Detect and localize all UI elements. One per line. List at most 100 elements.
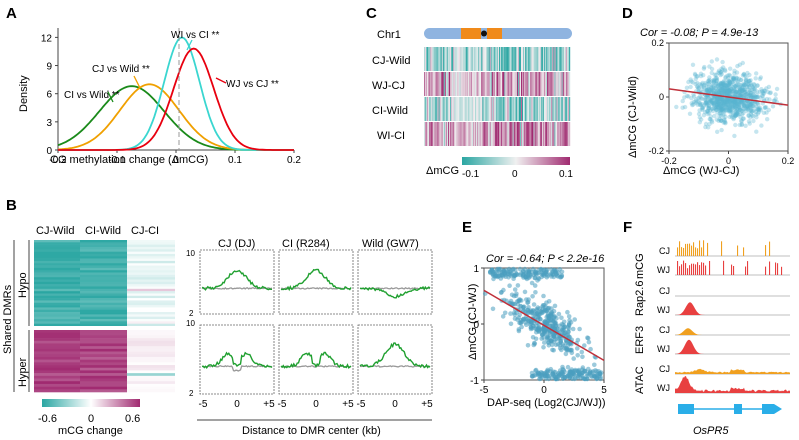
panel-a-ylabel: Density [18,75,30,112]
panel-e-point [508,311,513,316]
panel-d-trend-line [668,88,789,106]
panel-c-heat-stripe [493,72,496,96]
panel-d-point [712,113,717,119]
panel-c-heat-stripe [436,122,438,146]
panel-d-point [749,113,755,118]
panel-c-heat-stripe [462,72,464,96]
panel-d-point [697,115,702,120]
panel-c-heat-stripe [518,72,521,96]
panel-c-heat-stripe [514,122,516,146]
panel-c-heat-stripe [428,47,430,71]
panel-e-xtick-label: 0 [541,385,547,396]
panel-f-mcg-bar [691,263,693,275]
panel-d-point [746,84,752,89]
panel-c-heat-stripe [483,47,485,71]
panel-c-heat-stripe [449,72,451,96]
panel-c-heat-stripe [513,97,515,121]
panel-c-heat-stripe [513,122,515,146]
panel-d-point [753,76,758,81]
panel-d-point [723,74,728,80]
panel-c-heat-stripe [469,97,472,121]
panel-d-point [727,84,732,89]
panel-c-heat-stripe [551,47,553,71]
panel-f-mcg-bar [769,241,771,256]
panel-b-heat-cell [34,354,80,358]
panel-c-heat-stripe [427,47,429,71]
panel-d-point [740,86,745,91]
panel-d-point [741,88,746,93]
panel-c-heat-stripe [536,72,538,96]
panel-c-heat-stripe [552,47,554,71]
panel-d-point [730,79,736,85]
panel-c-heat-stripe [477,122,479,146]
panel-d-point [751,108,756,113]
panel-e-point [536,276,542,282]
panel-c-heat-stripe [474,97,476,121]
panel-c-heat-stripe [456,47,458,71]
panel-c-heat-stripe [546,72,548,96]
panel-b-heat-cell [34,312,80,315]
panel-d-point [723,103,728,108]
panel-c-heat-stripe [552,97,554,121]
panel-c-heat-stripe [424,122,426,146]
panel-d-point [729,104,734,110]
panel-c-heat-stripe [433,97,435,121]
panel-d-point [747,79,752,84]
panel-d-point [694,74,699,79]
panel-c-heat-stripe [468,72,471,96]
panel-f-mcg-bar [723,260,725,275]
panel-f-mcg-bar [705,265,707,275]
panel-d-point [741,116,746,121]
panel-b-heat-cell [34,270,80,273]
panel-c-heat-stripe [527,72,529,96]
panel-d-point [695,74,700,79]
panel-b-heat-cell [80,335,127,339]
panel-d-point [735,63,740,69]
panel-d-point [695,102,700,107]
panel-d-point [731,81,736,87]
panel-e-point [515,283,521,288]
panel-d-point [733,103,738,109]
panel-d-point [718,107,723,112]
panel-b-heat-cell [80,263,127,266]
panel-d-point [728,99,733,105]
panel-d-point [709,106,714,112]
panel-d-point [766,107,771,113]
panel-d-point [719,108,724,113]
panel-d-point [739,99,744,104]
panel-e-point [530,335,536,340]
panel-d-point [687,111,693,117]
panel-f-mcg-bar [745,266,747,275]
panel-c-heat-stripe [525,97,527,121]
panel-c-heat-stripe [500,72,502,96]
panel-d-point [729,113,734,118]
panel-d-point [733,113,738,118]
panel-c-row-ci-wild: CI-Wild [372,105,408,117]
panel-d-point [722,90,727,95]
panel-c-heat-stripe [557,97,559,121]
panel-d-point [750,114,756,119]
panel-d-point [716,99,721,105]
panel-d-point [728,89,733,94]
panel-e-point [563,340,569,346]
panel-c-heat-stripe [549,97,551,121]
panel-f-signal-area [675,328,790,335]
panel-b-colorbar-label: mCG change [58,425,123,437]
panel-d-point [707,97,713,102]
panel-d-point [733,98,738,104]
panel-d-point [734,84,739,90]
panel-d-point [710,108,716,114]
panel-c-heat-stripe [424,97,426,121]
panel-c-heat-stripe [446,97,449,121]
panel-c-heat-stripe [555,47,557,71]
panel-b-heat-cell [80,267,127,271]
panel-d-point [723,101,728,106]
panel-d-point [718,101,724,106]
panel-c-heat-stripe [497,47,499,71]
panel-c-heat-stripe [502,47,504,71]
panel-d-point [739,92,744,97]
panel-c-heat-stripe [517,47,520,71]
panel-c-heat-stripe [562,122,564,146]
panel-c-heat-stripe [459,122,461,146]
panel-d-point [728,99,733,105]
